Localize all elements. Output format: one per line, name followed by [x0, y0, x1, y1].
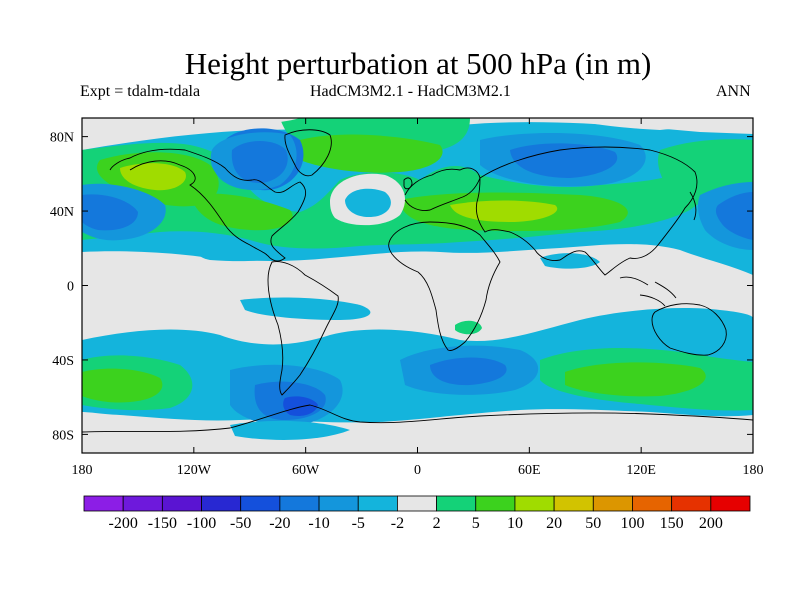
lon-tick-label: 180 — [743, 463, 764, 478]
colorbar-box — [318, 495, 359, 512]
colorbar-label: -100 — [187, 515, 216, 532]
siberia-blue-core — [510, 143, 618, 178]
coast-australia — [651, 303, 727, 356]
colorbar-label: -150 — [148, 515, 177, 532]
lon-tick-label: 120W — [177, 463, 212, 478]
colorbar-box — [710, 495, 751, 512]
coast-japan — [689, 191, 697, 221]
tropics-cyan-indian — [540, 253, 600, 269]
canada-blue-core — [231, 141, 288, 184]
coast-greenland — [284, 129, 332, 177]
lat-tick-label: 80N — [50, 131, 74, 146]
colorbar-label: 200 — [699, 515, 723, 532]
coast-africa — [388, 221, 501, 351]
colorbar-box — [475, 495, 516, 512]
coast-asia — [475, 146, 698, 276]
alaska-gray-gap — [82, 118, 300, 135]
colorbar-box — [514, 495, 555, 512]
south-atlantic-green — [455, 320, 482, 335]
colorbar-label: -5 — [352, 515, 365, 532]
coast-maritime-continent — [619, 276, 677, 307]
colorbar-label: 2 — [433, 515, 441, 532]
antarctic-cyan — [230, 420, 350, 440]
colorbar-box — [592, 495, 633, 512]
colorbar-label: -20 — [269, 515, 290, 532]
colorbar-label: 50 — [585, 515, 601, 532]
atlantic-bright-green — [190, 193, 293, 231]
south-pacific-bright-green — [82, 368, 163, 403]
colorbar-label: -10 — [308, 515, 329, 532]
southern-ocean-deep-blue — [283, 396, 318, 416]
lat-tick-label: 80S — [52, 428, 74, 443]
colorbar-label: 5 — [472, 515, 480, 532]
south-atlantic-blue-core — [430, 357, 507, 386]
colorbar-box — [279, 495, 320, 512]
colorbar-box — [436, 495, 477, 512]
map-title: Height perturbation at 500 hPa (in m) — [184, 46, 652, 81]
tropics-cyan-east-pacific — [199, 248, 275, 262]
colorbar-box — [553, 495, 594, 512]
siberia-gray-gap — [560, 118, 753, 130]
colorbar-box — [201, 495, 242, 512]
lon-tick-label: 120E — [626, 463, 656, 478]
colorbar-label: -50 — [230, 515, 251, 532]
colorbar-box — [83, 495, 124, 512]
colorbar-box — [240, 495, 281, 512]
colorbar-box — [122, 495, 163, 512]
lat-tick-label: 40S — [52, 354, 74, 369]
colorbar-label: -2 — [391, 515, 404, 532]
lon-tick-label: 180 — [72, 463, 93, 478]
colorbar-box — [397, 495, 437, 512]
ne-asia-green — [658, 139, 753, 196]
experiment-label: Expt = tdalm-tdala — [80, 83, 201, 100]
contour-field — [82, 118, 753, 453]
colorbar-label: 20 — [546, 515, 562, 532]
lat-tick-label: 40N — [50, 205, 74, 220]
na-yellow-green — [120, 163, 186, 191]
south-indian-bright-green — [565, 362, 706, 397]
coast-antarctica — [82, 404, 753, 433]
coast-north-america — [109, 148, 307, 262]
colorbar-box — [632, 495, 673, 512]
colorbar-label: 100 — [620, 515, 644, 532]
pacific-west-deep-blue — [82, 194, 138, 231]
pacific-east-deep-blue — [715, 192, 753, 240]
coastlines — [82, 129, 753, 433]
latitude-axis: 80N 40N 0 40S 80S — [50, 131, 753, 443]
eurasia-bright-green — [300, 134, 443, 173]
model-label: HadCM3M2.1 - HadCM3M2.1 — [310, 83, 511, 100]
lon-tick-label: 0 — [414, 463, 421, 478]
season-label: ANN — [716, 83, 751, 100]
coast-south-america — [267, 261, 339, 396]
colorbar-label: -200 — [109, 515, 138, 532]
lon-tick-label: 60W — [292, 463, 320, 478]
north-atlantic-cyan-core — [345, 188, 391, 218]
lon-tick-label: 60E — [518, 463, 541, 478]
lat-tick-label: 0 — [67, 280, 74, 295]
longitude-axis: 180 120W 60W 0 60E 120E 180 — [72, 118, 764, 478]
colorbar-label: 10 — [507, 515, 523, 532]
colorbar-box — [357, 495, 398, 512]
coast-uk — [403, 177, 413, 190]
colorbar-box — [161, 495, 202, 512]
colorbar-label: 150 — [660, 515, 684, 532]
colorbar-box — [671, 495, 712, 512]
colorbar: -200 -150 -100 -50 -20 -10 -5 -2 2 5 10 20 50 100 150 2… — [83, 495, 751, 532]
